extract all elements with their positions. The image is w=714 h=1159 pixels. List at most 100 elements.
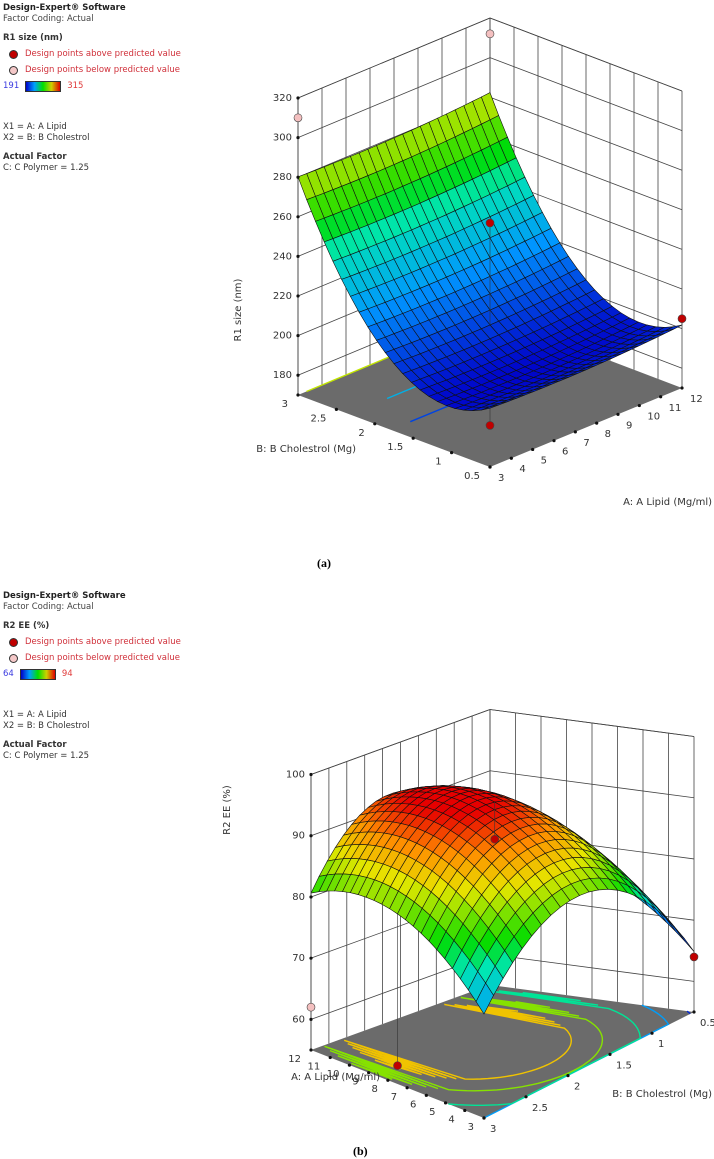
factor-coding: Factor Coding: Actual xyxy=(3,602,94,612)
below-point-icon xyxy=(9,66,18,75)
actual-factor: C: C Polymer = 1.25 xyxy=(3,163,90,173)
svg-text:6: 6 xyxy=(410,1099,416,1110)
color-gradient-bar xyxy=(19,669,56,680)
svg-text:1: 1 xyxy=(435,457,441,468)
floor-plane xyxy=(311,985,694,1118)
svg-text:B: B Cholestrol (Mg): B: B Cholestrol (Mg) xyxy=(612,1089,712,1100)
svg-text:90: 90 xyxy=(292,831,305,842)
response-name: R1 size (nm) xyxy=(3,33,63,43)
caption-b: (b) xyxy=(353,1144,368,1158)
x1-def: X1 = A: A Lipid xyxy=(3,710,67,720)
svg-text:70: 70 xyxy=(292,953,305,964)
svg-text:7: 7 xyxy=(583,438,589,449)
svg-text:3: 3 xyxy=(468,1122,474,1133)
svg-text:0.5: 0.5 xyxy=(464,471,480,482)
actual-factor-title: Actual Factor xyxy=(3,740,67,750)
svg-text:1.5: 1.5 xyxy=(616,1060,632,1071)
svg-text:12: 12 xyxy=(690,394,703,405)
design-points xyxy=(306,802,699,1070)
response-surface xyxy=(310,785,695,1015)
legend-below: Design points below predicted value xyxy=(3,65,181,76)
svg-text:180: 180 xyxy=(273,370,292,381)
svg-text:260: 260 xyxy=(273,212,292,223)
svg-text:6: 6 xyxy=(562,447,568,458)
svg-text:8: 8 xyxy=(372,1084,378,1095)
svg-text:2: 2 xyxy=(574,1082,580,1093)
b-axis: 3 2.5 2 1.5 1 0.5 B: B Cholestrol (Mg) xyxy=(256,393,492,482)
above-design-point xyxy=(393,1061,402,1070)
svg-text:60: 60 xyxy=(292,1014,305,1025)
svg-text:240: 240 xyxy=(273,251,292,262)
b-axis: 3 2.5 2 1.5 1 0.5 B: B Cholestrol (Mg) xyxy=(482,1010,714,1135)
svg-text:1.5: 1.5 xyxy=(387,442,403,453)
legend-above: Design points above predicted value xyxy=(3,637,181,648)
caption-a: (a) xyxy=(317,556,331,570)
actual-factor: C: C Polymer = 1.25 xyxy=(3,751,90,761)
legend-b: Design-Expert® Software Factor Coding: A… xyxy=(3,591,181,762)
z-axis: 60 70 80 90 100 xyxy=(286,770,313,1050)
legend-above: Design points above predicted value xyxy=(3,49,181,60)
svg-text:1: 1 xyxy=(658,1039,664,1050)
above-point-icon xyxy=(9,50,18,59)
svg-text:A: A Lipid (Mg/ml): A: A Lipid (Mg/ml) xyxy=(623,497,712,508)
color-scale: 64 94 xyxy=(3,669,73,680)
svg-text:4: 4 xyxy=(519,464,525,475)
x2-def: X2 = B: B Cholestrol xyxy=(3,721,90,731)
svg-text:220: 220 xyxy=(273,291,292,302)
svg-text:9: 9 xyxy=(626,420,632,431)
svg-text:10: 10 xyxy=(327,1069,340,1080)
software-title: Design-Expert® Software xyxy=(3,3,126,13)
svg-text:200: 200 xyxy=(273,331,292,342)
x1-def: X1 = A: A Lipid xyxy=(3,122,67,132)
svg-text:0.5: 0.5 xyxy=(700,1018,714,1029)
factor-coding: Factor Coding: Actual xyxy=(3,14,94,24)
svg-text:8: 8 xyxy=(605,429,611,440)
svg-text:300: 300 xyxy=(273,133,292,144)
svg-text:3: 3 xyxy=(490,1124,496,1135)
svg-text:80: 80 xyxy=(292,892,305,903)
svg-text:3: 3 xyxy=(498,473,504,484)
z-axis-label: R1 size (nm) xyxy=(233,278,244,341)
below-design-point xyxy=(485,29,495,39)
a-axis: 3 4 5 6 7 8 9 10 11 12 A: A Lipid (Mg/ml) xyxy=(288,1048,486,1133)
svg-text:280: 280 xyxy=(273,172,292,183)
below-design-point xyxy=(293,113,303,123)
svg-text:100: 100 xyxy=(286,770,305,781)
legend-below: Design points below predicted value xyxy=(3,653,181,664)
svg-text:B: B Cholestrol (Mg): B: B Cholestrol (Mg) xyxy=(256,444,356,455)
z-axis-label: R2 EE (%) xyxy=(222,785,233,835)
software-title: Design-Expert® Software xyxy=(3,591,126,601)
svg-text:10: 10 xyxy=(647,412,660,423)
svg-text:4: 4 xyxy=(448,1114,454,1125)
x2-def: X2 = B: B Cholestrol xyxy=(3,133,90,143)
surface-plot-a: 180 200 220 240 260 280 300 320 R1 size (nm) 3 2.5… xyxy=(233,17,712,508)
below-design-point xyxy=(306,1002,316,1012)
above-design-point xyxy=(677,314,687,324)
above-design-point xyxy=(490,834,500,844)
response-name: R2 EE (%) xyxy=(3,621,50,631)
svg-text:9: 9 xyxy=(352,1077,358,1088)
below-point-icon xyxy=(9,654,18,663)
color-gradient-bar xyxy=(25,81,62,92)
z-axis: 180 200 220 240 260 280 300 320 xyxy=(273,93,300,395)
actual-factor-title: Actual Factor xyxy=(3,152,67,162)
response-surface xyxy=(297,92,683,412)
svg-text:2: 2 xyxy=(358,428,364,439)
contour-lines xyxy=(324,989,691,1119)
svg-text:2.5: 2.5 xyxy=(532,1103,548,1114)
a-axis: 3 4 5 6 7 8 9 10 11 12 A: A Lipid (Mg/ml) xyxy=(488,386,712,508)
svg-text:5: 5 xyxy=(429,1107,435,1118)
above-design-point xyxy=(689,952,699,962)
color-scale: 191 315 xyxy=(3,81,84,92)
design-points xyxy=(293,29,687,430)
above-design-point xyxy=(485,421,495,430)
svg-text:11: 11 xyxy=(307,1062,320,1073)
svg-text:A: A Lipid (Mg/ml): A: A Lipid (Mg/ml) xyxy=(291,1072,380,1083)
svg-text:12: 12 xyxy=(288,1054,301,1065)
legend-a: Design-Expert® Software Factor Coding: A… xyxy=(3,3,181,174)
svg-text:3: 3 xyxy=(282,399,288,410)
above-design-point xyxy=(485,218,495,228)
svg-text:2.5: 2.5 xyxy=(310,413,326,424)
svg-text:11: 11 xyxy=(669,403,682,414)
svg-text:5: 5 xyxy=(541,455,547,466)
